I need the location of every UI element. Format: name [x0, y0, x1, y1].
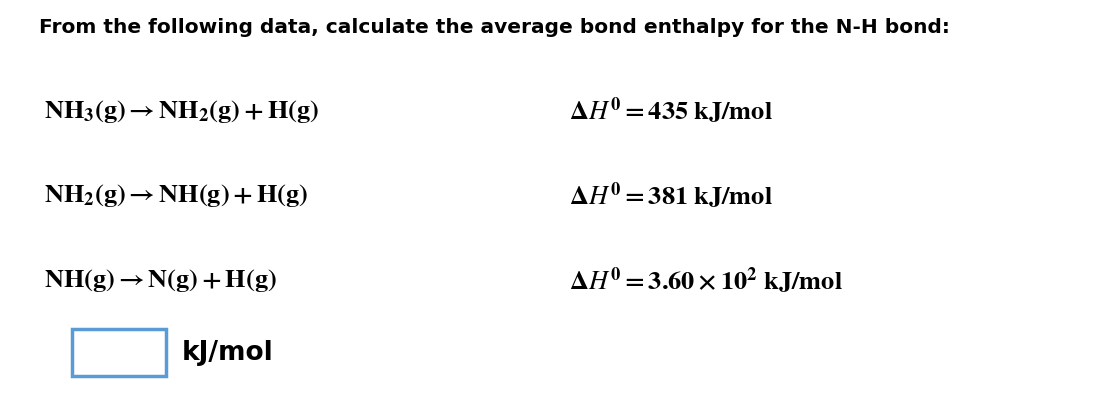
Text: $\mathbf{NH(g) \rightarrow N(g) + H(g)}$: $\mathbf{NH(g) \rightarrow N(g) + H(g)}$ [44, 267, 277, 294]
Text: $\mathbf{NH_3(g) \rightarrow NH_2(g) + H(g)}$: $\mathbf{NH_3(g) \rightarrow NH_2(g) + H… [44, 98, 319, 124]
Text: $\mathbf{\Delta}\mathit{H}^\mathbf{0}\mathbf{ = 381\ kJ/mol}$: $\mathbf{\Delta}\mathit{H}^\mathbf{0}\ma… [569, 181, 773, 211]
Text: From the following data, calculate the average bond enthalpy for the N-H bond:: From the following data, calculate the a… [39, 18, 949, 37]
Text: $\mathbf{\Delta}\mathit{H}^\mathbf{0}\mathbf{ = 3.60 \times 10^2\ kJ/mol}$: $\mathbf{\Delta}\mathit{H}^\mathbf{0}\ma… [569, 265, 842, 296]
Text: $\mathbf{NH_2(g) \rightarrow NH(g) + H(g)}$: $\mathbf{NH_2(g) \rightarrow NH(g) + H(g… [44, 183, 308, 209]
Text: $\mathbf{\Delta}\mathit{H}^\mathbf{0}\mathbf{ = 435\ kJ/mol}$: $\mathbf{\Delta}\mathit{H}^\mathbf{0}\ma… [569, 96, 773, 126]
Text: kJ/mol: kJ/mol [182, 341, 274, 366]
